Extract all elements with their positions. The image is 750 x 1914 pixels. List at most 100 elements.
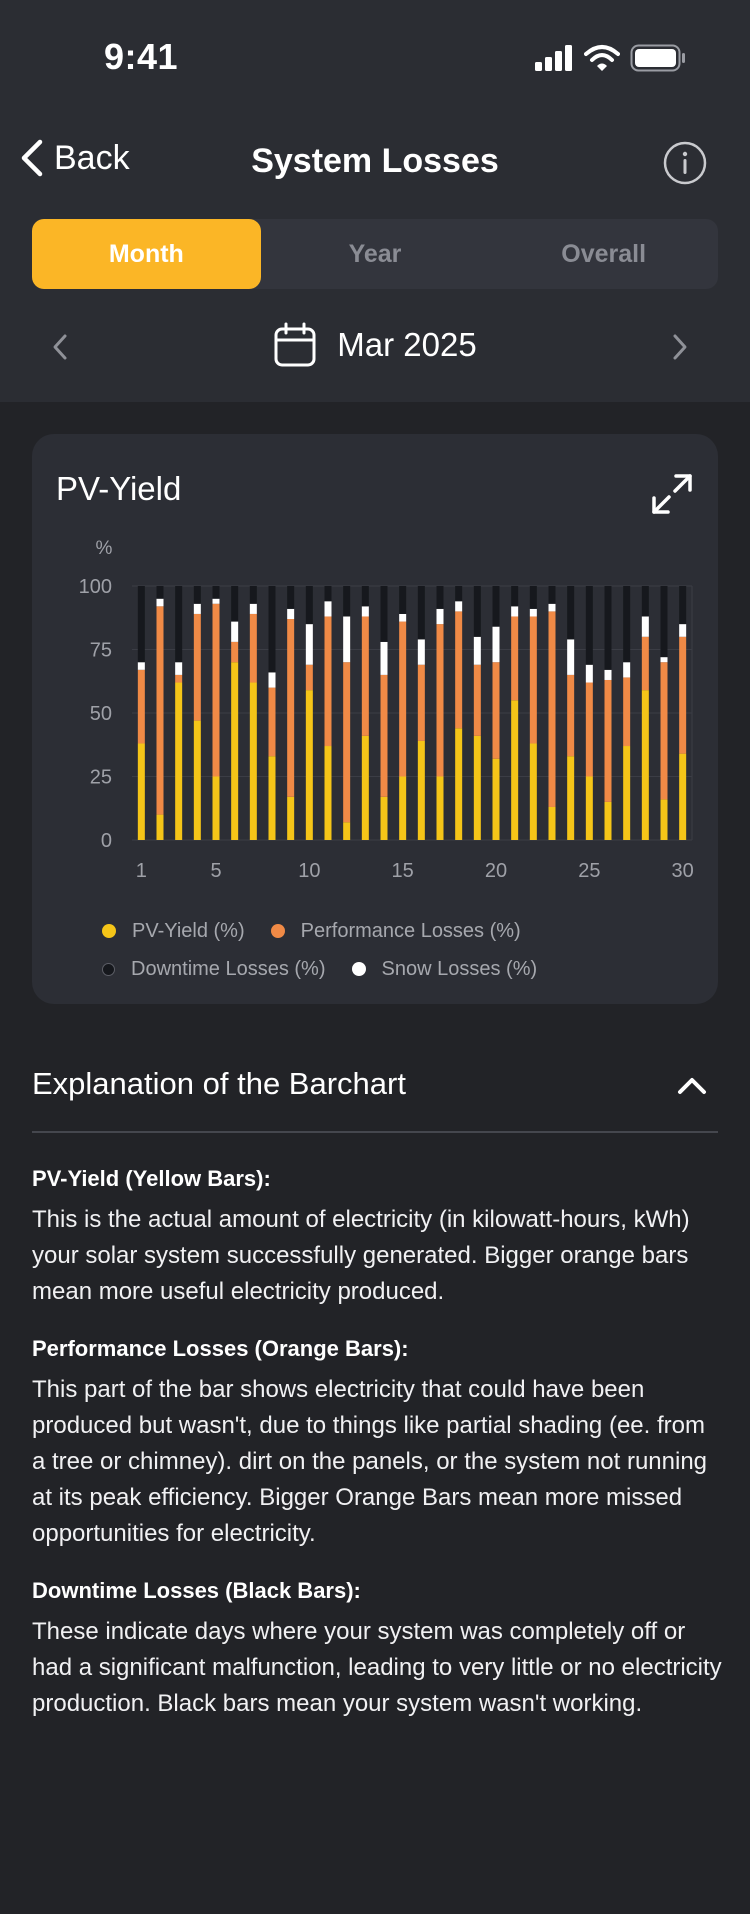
tab-overall[interactable]: Overall xyxy=(561,239,647,268)
bar-segment xyxy=(417,740,425,840)
bar-segment xyxy=(249,603,257,614)
bar-segment xyxy=(492,662,500,759)
bar-segment xyxy=(511,586,519,607)
back-button[interactable]: Back xyxy=(18,138,130,178)
bar-segment xyxy=(305,624,313,665)
bar-segment xyxy=(231,586,239,622)
legend-downtime-losses: Downtime Losses (%) xyxy=(102,958,326,981)
tab-month[interactable]: Month xyxy=(32,219,261,289)
bar-segment xyxy=(156,814,164,840)
bar-segment xyxy=(548,603,556,612)
y-tick-label: 75 xyxy=(90,640,112,662)
bar-segment xyxy=(175,586,183,663)
bar-segment xyxy=(548,611,556,807)
y-tick-label: 25 xyxy=(90,767,112,789)
info-button[interactable] xyxy=(663,141,707,185)
x-tick-label: 1 xyxy=(136,860,147,882)
bar-segment xyxy=(212,603,220,777)
explanation-toggle[interactable]: Explanation of the Barchart xyxy=(32,1064,718,1132)
x-tick-label: 10 xyxy=(298,860,320,882)
bar-segment xyxy=(604,679,612,802)
bar-segment xyxy=(585,586,593,665)
expand-chart-button[interactable] xyxy=(648,470,696,518)
bar-segment xyxy=(529,743,537,840)
bar-segment xyxy=(361,586,369,607)
bar-segment xyxy=(492,586,500,627)
bar-segment xyxy=(268,672,276,688)
bar-segment xyxy=(361,735,369,840)
y-tick-label: 50 xyxy=(90,703,112,725)
chart-card-title: PV-Yield xyxy=(56,470,182,507)
pv-yield-text: This is the actual amount of electricity… xyxy=(32,1206,690,1305)
bar-segment xyxy=(137,662,145,670)
bar-segment xyxy=(193,603,201,614)
bar-segment xyxy=(473,664,481,736)
y-tick-label: 100 xyxy=(79,576,112,598)
legend-label-snow-losses: Snow Losses (%) xyxy=(381,957,538,980)
bar-segment xyxy=(380,796,388,840)
legend-label-performance-losses: Performance Losses (%) xyxy=(300,919,521,942)
bar-segment xyxy=(212,598,220,604)
legend-performance-losses: Performance Losses (%) xyxy=(270,919,521,943)
bar-segment xyxy=(492,626,500,663)
bar-segment xyxy=(287,608,295,620)
bar-segment xyxy=(324,586,332,602)
bar-segment xyxy=(175,662,183,675)
battery-icon xyxy=(630,44,685,72)
x-tick-label: 15 xyxy=(392,860,414,882)
performance-losses-text: This part of the bar shows electricity t… xyxy=(32,1376,708,1547)
bar-segment xyxy=(324,746,332,840)
bar-segment xyxy=(529,608,537,617)
bar-segment xyxy=(343,662,351,823)
bar-segment xyxy=(660,662,668,800)
bar-segment xyxy=(436,776,444,840)
bar-segment xyxy=(548,586,556,604)
bar-segment xyxy=(268,586,276,673)
bar-segment xyxy=(455,728,463,840)
bar-segment xyxy=(287,619,295,797)
explanation-divider xyxy=(32,1131,718,1133)
bar-segment xyxy=(268,687,276,757)
bar-segment xyxy=(399,586,407,614)
wifi-icon xyxy=(584,45,620,71)
bar-segment xyxy=(548,806,556,840)
x-tick-label: 20 xyxy=(485,860,507,882)
next-month-button[interactable] xyxy=(670,332,690,367)
previous-month-button[interactable] xyxy=(50,332,70,367)
bar-segment xyxy=(137,743,145,840)
bar-segment xyxy=(137,586,145,663)
bar-segment xyxy=(343,822,351,840)
bar-segment xyxy=(399,776,407,840)
bar-segment xyxy=(567,639,575,675)
date-display: Mar 2025 xyxy=(0,322,750,368)
bar-segment xyxy=(343,616,351,663)
bar-segment xyxy=(511,616,519,701)
bar-segment xyxy=(137,669,145,744)
bar-segment xyxy=(343,586,351,617)
bar-segment xyxy=(679,586,687,625)
bar-segment xyxy=(623,746,631,840)
bar-segment xyxy=(679,753,687,840)
legend-swatch-pv-yield xyxy=(102,924,116,938)
bar-segment xyxy=(511,606,519,617)
bar-segment xyxy=(436,608,444,625)
bar-segment xyxy=(567,586,575,640)
tab-year[interactable]: Year xyxy=(348,239,402,268)
bar-segment xyxy=(473,735,481,840)
bar-segment xyxy=(175,682,183,840)
chevron-right-icon xyxy=(673,334,687,360)
legend-label-downtime-losses: Downtime Losses (%) xyxy=(131,957,326,980)
status-icons xyxy=(534,44,686,72)
bar-segment xyxy=(305,664,313,691)
bar-segment xyxy=(324,616,332,747)
chevron-up-icon xyxy=(678,1078,706,1094)
header-panel: 9:41 Back System Losses xyxy=(0,0,750,402)
downtime-losses-text: These indicate days where your system wa… xyxy=(32,1618,722,1717)
bar-segment xyxy=(324,601,332,617)
x-tick-label: 5 xyxy=(210,860,221,882)
bar-segment xyxy=(361,616,369,736)
explanation-body: PV-Yield (Yellow Bars): This is the actu… xyxy=(32,1166,722,1748)
y-axis-label: % xyxy=(96,538,113,559)
bar-segment xyxy=(623,662,631,678)
